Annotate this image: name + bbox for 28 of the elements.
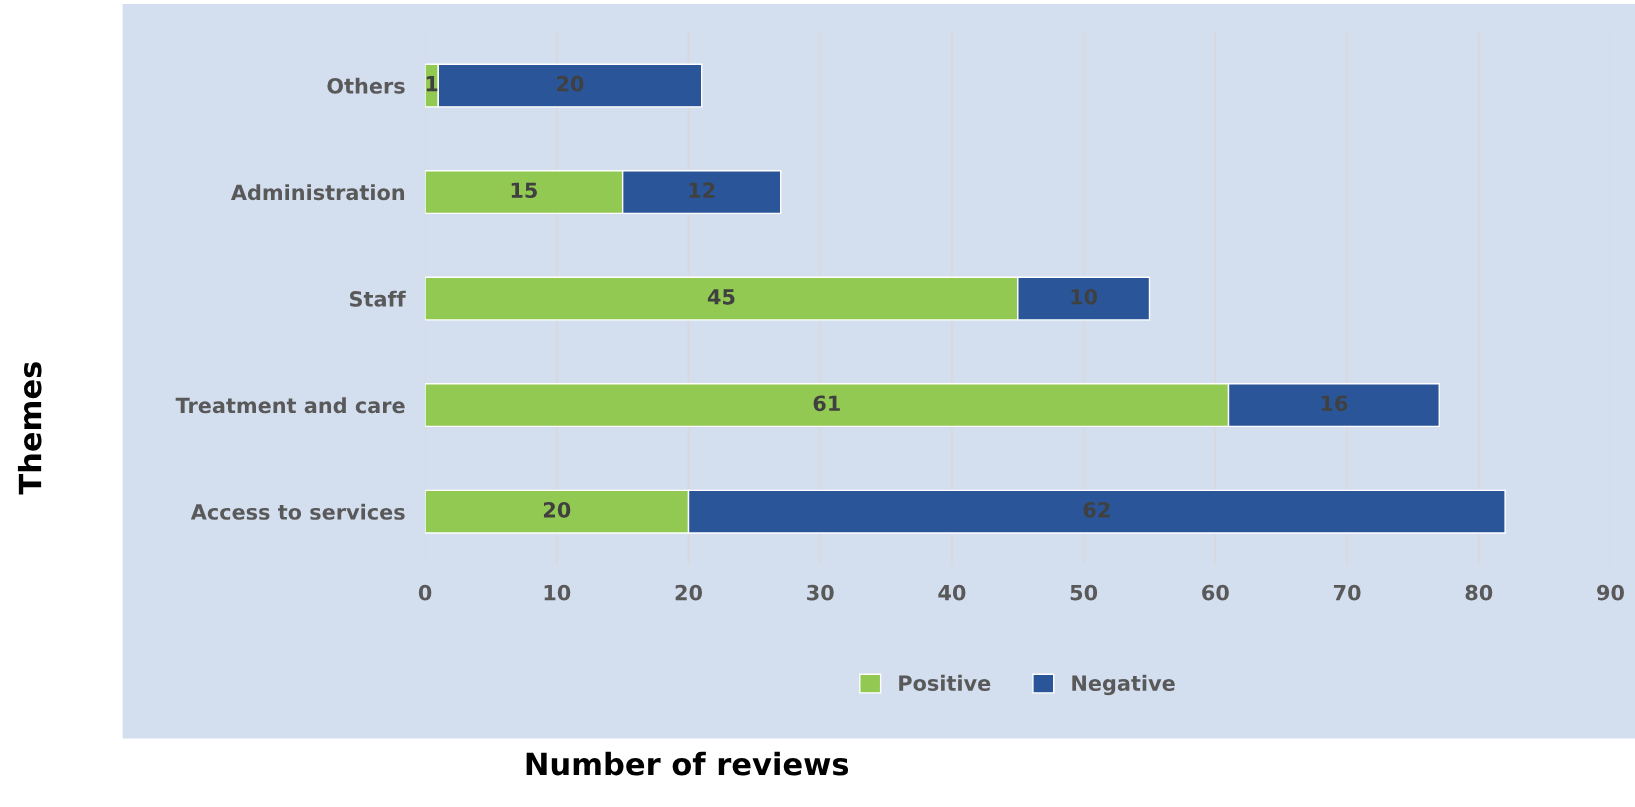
x-tick-label: 10 [544,584,571,601]
y-tick-label: Administration [230,184,405,201]
x-tick-label: 90 [1597,584,1624,601]
legend-label: Negative [1072,674,1175,696]
x-tick-label: 30 [807,584,834,601]
data-label: 10 [1071,288,1098,305]
data-label: 16 [1321,395,1348,412]
x-tick-label: 80 [1465,584,1493,601]
data-label: 12 [689,182,715,198]
x-tick-label: 0 [418,584,432,601]
data-label: 62 [1083,501,1110,518]
y-tick-label: Treatment and care [175,397,405,414]
y-tick-label: Staff [350,290,406,307]
x-tick-label: 40 [938,584,966,601]
data-label: 61 [813,395,840,412]
x-tick-label: 50 [1070,584,1098,601]
y-tick-label: Access to services [190,503,405,520]
x-tick-label: 20 [675,584,703,601]
data-label: 15 [511,182,537,199]
y-axis-title: Themes [17,362,42,495]
data-label: 45 [707,289,735,305]
x-tick-label: 60 [1202,584,1229,601]
x-tick-label: 70 [1333,584,1361,601]
x-axis-title: Number of reviews [526,751,849,776]
legend-label: Positive [899,674,991,691]
data-label: 20 [543,501,571,518]
data-label: 20 [557,75,584,92]
y-tick-label: Others [327,77,405,94]
